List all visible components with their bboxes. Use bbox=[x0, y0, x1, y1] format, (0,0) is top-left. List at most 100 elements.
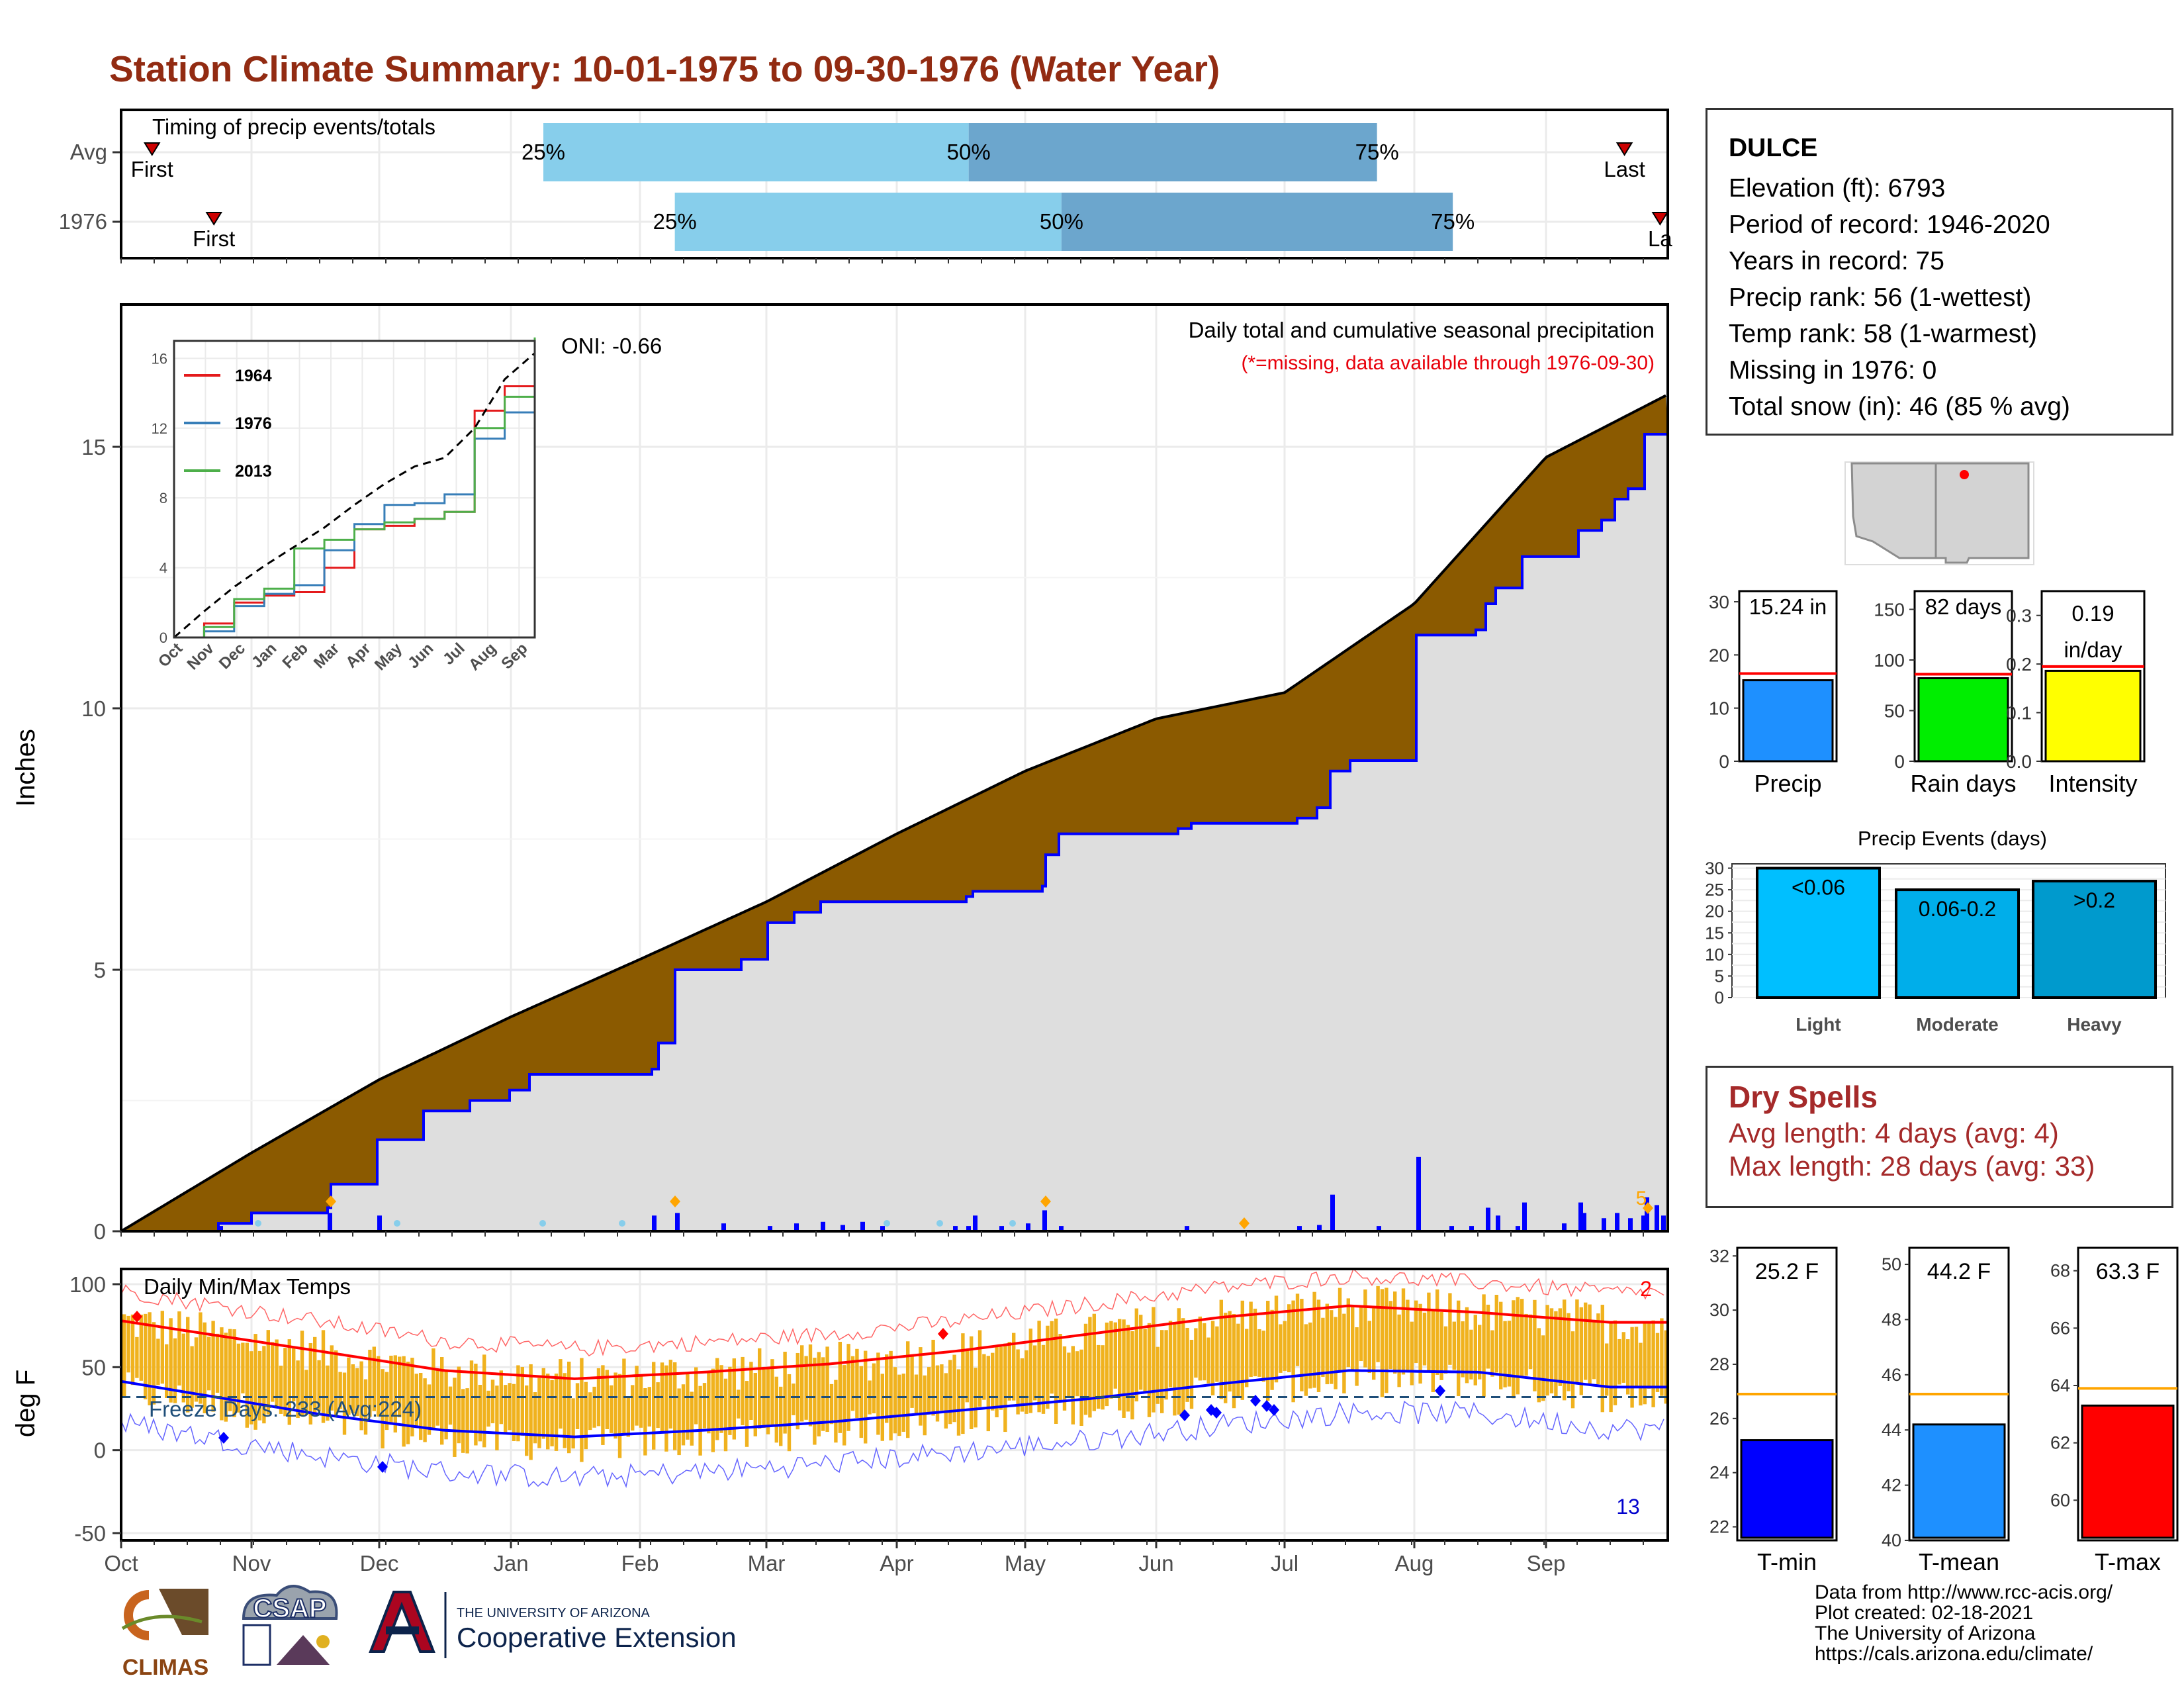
daily-temp-bar bbox=[792, 1383, 796, 1415]
daily-temp-bar bbox=[1647, 1322, 1651, 1389]
daily-temp-bar bbox=[181, 1333, 185, 1403]
ua-big-label: Cooperative Extension bbox=[457, 1622, 737, 1653]
daily-temp-bar bbox=[681, 1384, 686, 1446]
daily-temp-bar bbox=[1160, 1330, 1164, 1413]
daily-temp-bar bbox=[1083, 1323, 1088, 1415]
station-precip-rank: Precip rank: 56 (1-wettest) bbox=[1729, 283, 2032, 312]
daily-precip-bar bbox=[1026, 1223, 1030, 1231]
daily-precip-bar bbox=[841, 1225, 845, 1231]
temp-ytick: -50 bbox=[74, 1521, 106, 1546]
mini-ytick: 0.3 bbox=[2006, 606, 2032, 626]
daily-precip-bar bbox=[966, 1226, 971, 1231]
daily-temp-bar bbox=[986, 1356, 990, 1432]
daily-temp-bar bbox=[1443, 1326, 1448, 1374]
daily-temp-bar bbox=[474, 1364, 478, 1446]
mini-value-label-2: in/day bbox=[2064, 637, 2122, 662]
daily-precip-bar bbox=[1185, 1226, 1189, 1231]
daily-temp-bar bbox=[253, 1334, 257, 1430]
temp-bar bbox=[1740, 1439, 1834, 1539]
daily-temp-bar bbox=[508, 1383, 512, 1430]
timing-last-marker bbox=[1651, 212, 1669, 226]
daily-temp-bar bbox=[283, 1348, 287, 1417]
record-high-marker bbox=[132, 1311, 142, 1323]
daily-temp-bar bbox=[673, 1362, 677, 1450]
record-low-marker bbox=[218, 1432, 229, 1444]
daily-precip-bar bbox=[1449, 1226, 1454, 1231]
daily-temp-bar bbox=[533, 1392, 537, 1444]
timing-quantile-label: 25% bbox=[653, 209, 697, 234]
daily-temp-bar bbox=[169, 1318, 173, 1403]
daily-temp-bar bbox=[393, 1355, 397, 1432]
daily-temp-bar bbox=[1465, 1307, 1469, 1383]
daily-temp-bar bbox=[279, 1366, 283, 1414]
station-years: Years in record: 75 bbox=[1729, 247, 1944, 275]
daily-temp-bar bbox=[342, 1372, 347, 1435]
daily-temp-bar bbox=[177, 1311, 181, 1386]
daily-temp-bar bbox=[1316, 1299, 1321, 1392]
daily-temp-bar bbox=[1533, 1299, 1537, 1391]
timing-row-label: 1976 bbox=[59, 209, 107, 234]
daily-temp-bar bbox=[1274, 1295, 1279, 1383]
daily-temp-bar bbox=[956, 1369, 961, 1436]
daily-temp-bar bbox=[1325, 1303, 1329, 1385]
mini-ytick: 100 bbox=[1874, 650, 1905, 671]
daily-precip-bar bbox=[1496, 1215, 1500, 1231]
daily-temp-bar bbox=[478, 1384, 482, 1442]
daily-temp-bar bbox=[1655, 1333, 1660, 1392]
daily-temp-bar bbox=[313, 1336, 317, 1415]
daily-temp-bar bbox=[1439, 1312, 1443, 1380]
daily-temp-bar bbox=[961, 1333, 965, 1434]
daily-temp-bar bbox=[1397, 1314, 1401, 1387]
daily-temp-bar bbox=[1173, 1322, 1177, 1416]
snow-marker bbox=[255, 1220, 261, 1227]
daily-temp-bar bbox=[1198, 1316, 1202, 1381]
temp-bar-ytick: 32 bbox=[1709, 1246, 1729, 1266]
daily-temp-bar bbox=[1067, 1352, 1071, 1397]
mini-bar bbox=[2044, 669, 2142, 763]
avg-min-temp-line bbox=[120, 1369, 1666, 1438]
daily-temp-bar bbox=[1363, 1289, 1367, 1368]
daily-temp-bar bbox=[266, 1330, 270, 1415]
daily-temp-bar bbox=[1410, 1321, 1414, 1385]
daily-temp-bar bbox=[1592, 1319, 1596, 1380]
daily-temp-bar bbox=[199, 1312, 203, 1404]
month-tick: Feb bbox=[621, 1551, 659, 1575]
snow-count-label: 5 bbox=[1636, 1188, 1647, 1209]
timing-first-marker bbox=[205, 212, 223, 226]
daily-temp-bar bbox=[1092, 1313, 1096, 1411]
timing-quantile-label: 50% bbox=[947, 140, 991, 164]
daily-temp-bar bbox=[275, 1339, 279, 1408]
daily-temp-bar bbox=[1109, 1321, 1113, 1399]
daily-temp-bar bbox=[1181, 1318, 1185, 1414]
daily-temp-bar bbox=[461, 1389, 465, 1453]
temp-bar-ytick: 28 bbox=[1709, 1354, 1729, 1374]
daily-temp-bar bbox=[656, 1382, 660, 1429]
csap-logo-label: CSAP bbox=[253, 1594, 326, 1623]
daily-temp-bar bbox=[1236, 1323, 1240, 1397]
daily-temp-bar bbox=[664, 1365, 668, 1452]
timing-last-label: Last bbox=[1604, 157, 1645, 181]
temp-bar-value-label: 63.3 F bbox=[2096, 1259, 2160, 1284]
daily-precip-bar bbox=[973, 1215, 978, 1231]
daily-temp-bar bbox=[1452, 1321, 1456, 1370]
temp-ylabel: deg F bbox=[11, 1370, 40, 1437]
daily-temp-bar bbox=[897, 1374, 901, 1436]
mini-value-label: 0.19 bbox=[2071, 601, 2114, 626]
daily-temp-bar bbox=[232, 1329, 236, 1417]
daily-temp-bar bbox=[935, 1365, 940, 1422]
daily-temp-bar bbox=[817, 1352, 821, 1436]
daily-temp-bar bbox=[130, 1314, 135, 1385]
precip-panel-border bbox=[120, 303, 1669, 1233]
daily-temp-bar bbox=[1393, 1291, 1397, 1374]
precip-ylabel: Inches bbox=[11, 729, 40, 807]
daily-temp-bar bbox=[1401, 1288, 1406, 1375]
daily-temp-bar bbox=[1189, 1339, 1194, 1409]
daily-temp-bar bbox=[626, 1396, 630, 1437]
mini-ytick: 0.1 bbox=[2006, 703, 2032, 724]
max-event-marker bbox=[1643, 1202, 1653, 1214]
daily-temp-bar bbox=[1118, 1319, 1122, 1411]
temp-bar-ytick: 68 bbox=[2050, 1261, 2070, 1281]
daily-temp-bar bbox=[702, 1383, 707, 1429]
daily-temp-bar bbox=[914, 1374, 919, 1416]
daily-temp-bar bbox=[550, 1380, 554, 1446]
